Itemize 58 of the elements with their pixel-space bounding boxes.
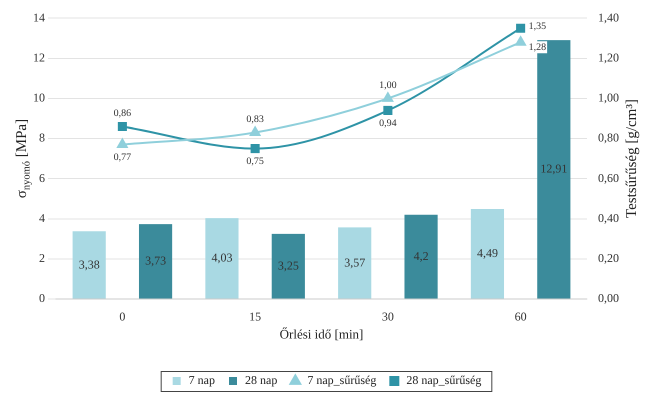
y-tick-label: 12 — [33, 50, 45, 64]
data-label: 3,25 — [278, 258, 299, 273]
y-tick-label: 2 — [39, 251, 45, 266]
point — [516, 24, 526, 33]
bar — [338, 227, 372, 298]
y-axis-title: σnyomó [MPa] — [14, 118, 32, 198]
data-label: 4,2 — [414, 249, 429, 264]
point — [382, 92, 394, 102]
y2-tick-label: 0,80 — [598, 130, 619, 145]
data-label: 1,35 — [528, 20, 546, 32]
point — [383, 106, 392, 115]
y2-tick-label: 1,40 — [598, 10, 619, 24]
bar — [470, 208, 504, 298]
bar — [138, 224, 172, 298]
point — [118, 122, 127, 132]
y-tick-label: 14 — [33, 10, 45, 24]
data-label: 0,86 — [114, 108, 132, 120]
x-tick-label: 30 — [382, 309, 394, 324]
data-label: 0,83 — [246, 114, 264, 126]
legend-label: 7 nap_sűrűség — [307, 373, 376, 388]
data-label: 4,49 — [476, 246, 498, 260]
bar — [205, 218, 239, 298]
y2-tick-label: 0,60 — [598, 170, 619, 185]
data-label: 1,00 — [379, 80, 397, 92]
x-tick-label: 15 — [249, 309, 262, 324]
y2-tick-label: 0,40 — [598, 210, 619, 225]
data-label: 0,94 — [379, 118, 397, 130]
bar — [272, 234, 305, 298]
y-tick-label: 6 — [39, 170, 45, 185]
x-tick-label: 0 — [119, 309, 126, 324]
y-tick-label: 10 — [33, 90, 45, 105]
data-label: 3,57 — [344, 255, 366, 270]
legend-label: 28 nap_sűrűség — [406, 373, 482, 388]
legend-label: 7 nap — [188, 373, 216, 388]
point — [515, 36, 526, 46]
point — [250, 144, 260, 154]
y-tick-label: 8 — [39, 130, 45, 145]
data-label: 12,91 — [540, 162, 568, 176]
data-label: 4,03 — [211, 250, 232, 265]
point — [117, 138, 128, 148]
x-tick-label: 60 — [514, 309, 527, 324]
y2-tick-label: 1,00 — [598, 90, 619, 105]
y-tick-label: 0 — [39, 291, 45, 306]
bar — [72, 231, 106, 298]
data-label: 1,28 — [528, 42, 546, 53]
bar — [404, 214, 438, 298]
y2-axis-title: Testsűrűség [g/cm³] — [624, 99, 640, 218]
point — [250, 126, 260, 136]
data-label: 0,77 — [114, 152, 132, 164]
data-label: 3,73 — [145, 254, 166, 268]
y-tick-label: 4 — [39, 210, 45, 225]
y2-tick-label: 0,20 — [598, 251, 619, 266]
data-label: 3,38 — [78, 257, 100, 272]
data-label: 0,75 — [246, 156, 264, 168]
legend-label: 28 nap — [245, 373, 278, 388]
y2-tick-label: 1,20 — [598, 50, 619, 64]
y2-tick-label: 0,00 — [598, 291, 619, 306]
x-axis-title: Őrlési idő [min] — [280, 326, 364, 342]
